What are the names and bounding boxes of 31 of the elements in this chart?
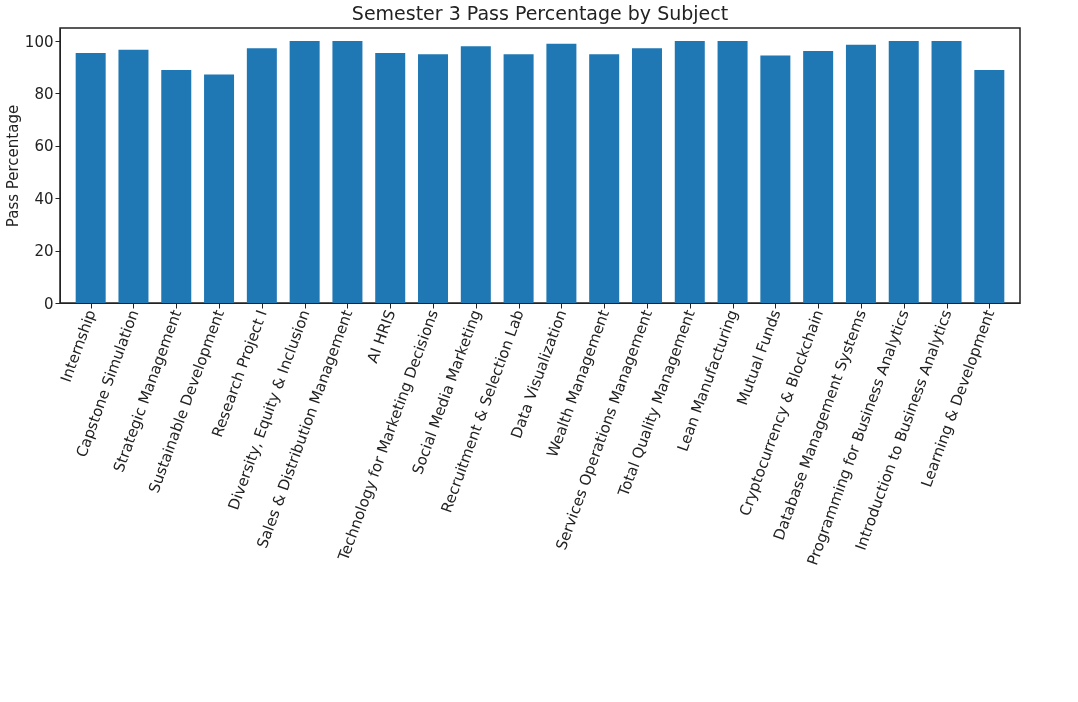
- bar: [888, 41, 919, 303]
- bar: [674, 41, 705, 303]
- bar: [589, 54, 620, 303]
- bar: [631, 48, 662, 303]
- y-tick-label: 80: [34, 84, 54, 103]
- bar: [931, 41, 962, 303]
- y-tick-label: 100: [24, 32, 54, 51]
- chart-title: Semester 3 Pass Percentage by Subject: [351, 2, 729, 24]
- bar: [546, 43, 577, 303]
- bar: [161, 69, 192, 303]
- bar: [204, 74, 235, 303]
- bar: [460, 46, 491, 303]
- y-axis-title: Pass Percentage: [3, 104, 22, 228]
- bar: [418, 54, 449, 303]
- y-tick-label: 40: [34, 189, 54, 208]
- bar: [118, 49, 149, 303]
- x-tick-label: AI HRIS: [363, 307, 400, 366]
- bar: [246, 48, 277, 303]
- bar: [845, 44, 876, 303]
- bar: [332, 41, 363, 303]
- bar: [375, 52, 406, 303]
- bar: [717, 41, 748, 303]
- bar: [75, 52, 106, 303]
- y-tick-label: 20: [34, 242, 54, 261]
- bar: [803, 51, 834, 303]
- bar: [289, 41, 320, 303]
- y-tick-label: 0: [43, 294, 54, 313]
- bar: [974, 69, 1005, 303]
- bar: [760, 55, 791, 303]
- y-tick-label: 60: [34, 137, 54, 156]
- bar: [503, 54, 534, 303]
